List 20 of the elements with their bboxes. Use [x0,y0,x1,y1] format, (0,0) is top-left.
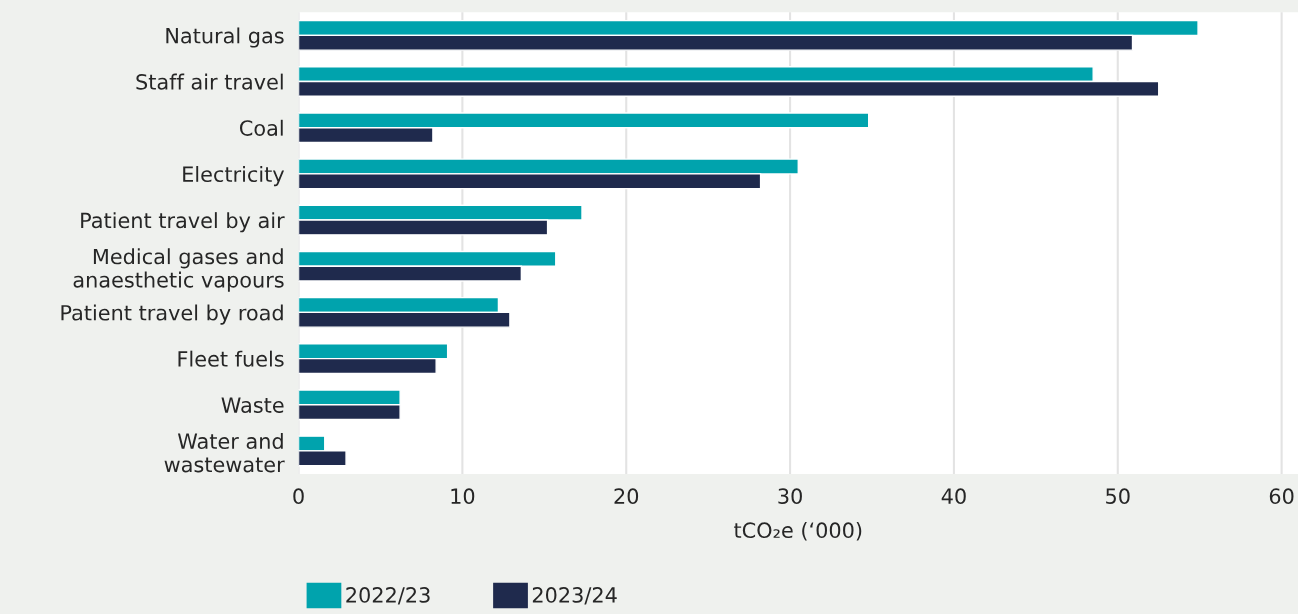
y-tick-label: Water and wastewater [164,432,285,473]
legend-label: 2022/23 [346,587,430,605]
y-tick-label: Coal [239,119,283,136]
x-axis-title: tCO₂e (‘000) [734,521,862,541]
y-tick-label: Electricity [183,165,285,187]
y-tick-label: Staff air travel [136,73,283,90]
x-tick-label: 10 [451,488,475,505]
y-tick-label: Natural gas [166,27,284,48]
y-tick-label: Waste [221,397,284,413]
x-tick-label: 20 [614,488,639,505]
x-tick-label: 30 [778,488,802,505]
y-tick-label: Patient travel by road [61,304,283,325]
y-tick-label: Medical gases and anaesthetic vapours [73,248,284,292]
y-tick-label: Patient travel by air [81,212,285,233]
y-tick-label: Fleet fuels [178,350,284,367]
legend-label: 2023/24 [532,587,617,605]
x-tick-label: 60 [1269,488,1294,505]
x-tick-label: 0 [293,488,304,505]
x-tick-label: 40 [941,488,966,505]
x-tick-label: 50 [1106,488,1130,505]
